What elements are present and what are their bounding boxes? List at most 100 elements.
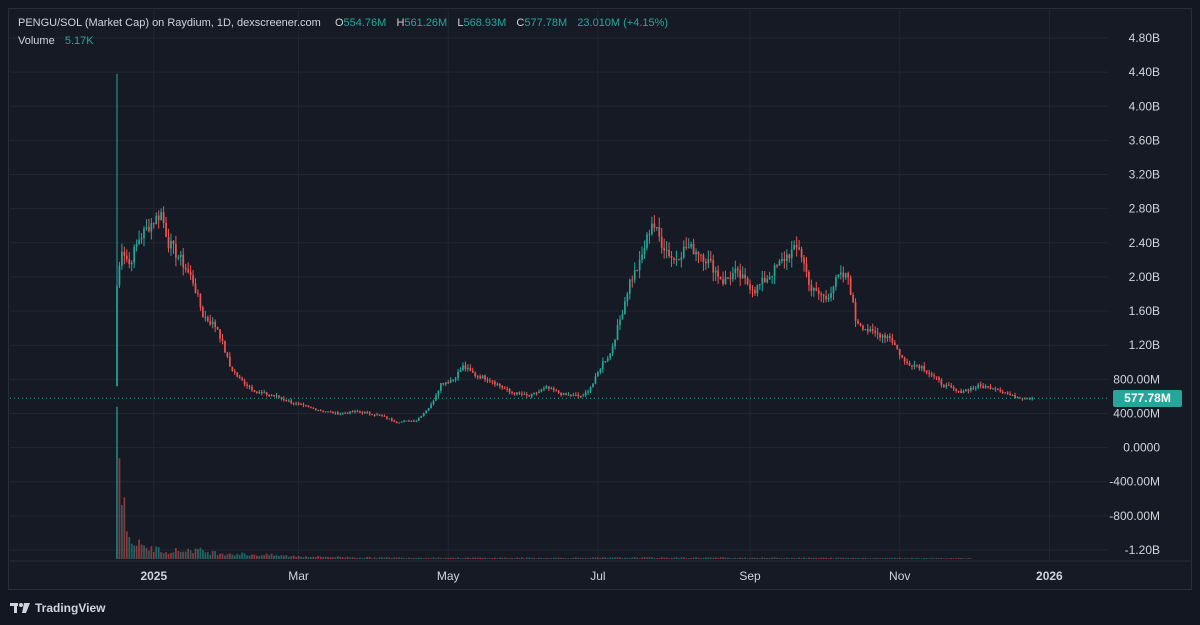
candle-body	[130, 262, 133, 265]
candle-body	[354, 411, 356, 413]
volume-bar	[368, 557, 371, 559]
volume-bar	[187, 548, 190, 559]
candle-body	[687, 247, 690, 249]
volume-bar	[282, 555, 285, 559]
candle-body	[744, 274, 746, 279]
volume-bar	[373, 557, 376, 559]
volume-bar	[317, 555, 320, 559]
candle-body	[376, 414, 378, 416]
candle-body	[820, 293, 823, 296]
volume-bar	[253, 554, 256, 559]
volume-bar	[376, 558, 378, 559]
candle-body	[275, 395, 278, 397]
volume-bar	[852, 557, 854, 559]
volume-bar	[763, 557, 766, 559]
candle-body	[518, 392, 521, 394]
candle-body	[727, 277, 729, 279]
candle-body	[638, 259, 641, 271]
volume-bar	[967, 557, 970, 559]
candle-body	[785, 254, 788, 261]
tradingview-brand[interactable]: TradingView	[10, 598, 105, 618]
candle-body	[329, 411, 332, 413]
y-tick-label: 2.80B	[1129, 202, 1160, 216]
volume-bar	[923, 557, 926, 559]
volume-bar	[815, 557, 818, 559]
candle-body	[1028, 398, 1031, 400]
candle-body	[572, 394, 575, 396]
volume-bar	[211, 550, 214, 559]
volume-bar	[724, 557, 727, 559]
candle-body	[300, 404, 302, 406]
candle-body	[1031, 398, 1034, 400]
volume-bar	[494, 557, 496, 559]
candle-body	[199, 293, 202, 308]
y-tick-label: 1.20B	[1129, 338, 1160, 352]
candle-body	[165, 223, 167, 238]
candle-body	[1016, 397, 1019, 399]
volume-bar	[928, 558, 931, 559]
volume-bar	[260, 555, 263, 559]
volume-bar	[758, 558, 761, 559]
candle-body	[891, 337, 894, 343]
candle-body	[182, 254, 185, 268]
volume-bar	[275, 555, 278, 559]
candle-body	[577, 394, 580, 396]
candle-body	[356, 411, 359, 413]
candle-body	[960, 390, 962, 394]
volume-bar	[832, 558, 835, 559]
volume-bar	[243, 553, 246, 559]
volume-bar	[687, 558, 690, 559]
candle-body	[503, 387, 506, 389]
volume-bar	[280, 555, 283, 559]
volume-bar	[952, 558, 955, 559]
volume-bar	[417, 557, 420, 559]
volume-bar	[543, 558, 545, 559]
y-tick-label: 2.40B	[1129, 236, 1160, 250]
candle-body	[938, 377, 940, 380]
volume-bar	[906, 558, 908, 559]
candle-body	[148, 226, 150, 232]
volume-bar	[916, 558, 918, 559]
candle-body	[494, 381, 496, 385]
candle-body	[808, 271, 810, 285]
volume-bar	[739, 557, 742, 559]
candle-body	[962, 391, 965, 394]
volume-bar	[903, 558, 906, 559]
volume-bar	[425, 558, 428, 559]
volume-bar	[862, 557, 864, 559]
volume-bar	[729, 558, 732, 559]
candle-body	[707, 259, 710, 264]
candle-body	[567, 394, 570, 396]
candle-body	[587, 391, 589, 393]
candle-body	[825, 295, 827, 300]
candle-body	[653, 223, 656, 228]
volume-bar	[184, 551, 187, 559]
candle-body	[226, 352, 229, 357]
volume-bar	[265, 553, 268, 559]
candle-body	[712, 260, 715, 273]
candle-body	[869, 329, 872, 332]
candle-body	[189, 272, 192, 276]
candle-body	[138, 239, 140, 244]
volume-bar	[619, 557, 621, 559]
volume-bar	[655, 558, 658, 559]
candle-body	[906, 361, 908, 363]
volume-bar	[822, 557, 825, 559]
volume-bar	[229, 553, 231, 559]
candle-body	[663, 247, 666, 251]
volume-bar	[322, 557, 324, 559]
volume-bar	[545, 557, 548, 559]
candle-body	[373, 414, 376, 416]
volume-bar	[601, 557, 604, 559]
candle-body	[616, 324, 619, 340]
volume-bar	[194, 548, 197, 559]
volume-bar	[481, 557, 484, 559]
y-tick-label: -400.00M	[1109, 475, 1160, 489]
candle-body	[700, 254, 702, 256]
volume-bar	[199, 547, 202, 559]
volume-bar	[754, 557, 756, 559]
volume-bar	[307, 557, 310, 559]
volume-bar	[626, 557, 629, 559]
volume-bar	[491, 557, 494, 559]
